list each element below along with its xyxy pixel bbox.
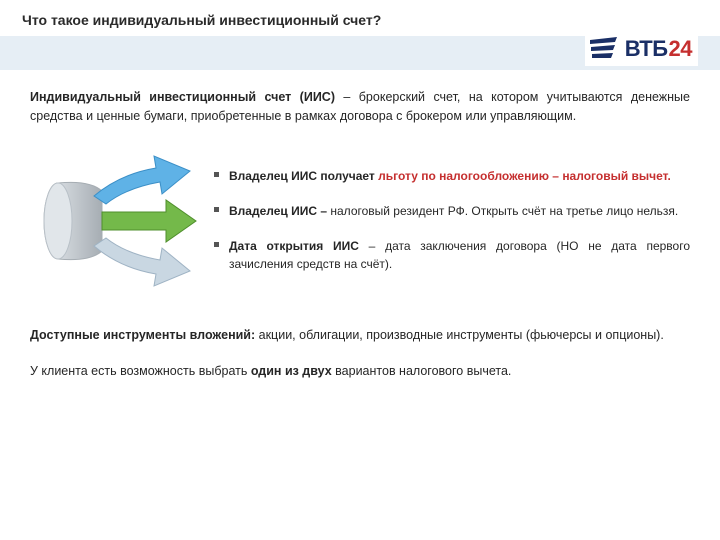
logo-text: ВТБ 24: [625, 36, 692, 62]
mid-section: Владелец ИИС получает льготу по налогооб…: [30, 146, 690, 296]
diverging-arrows-icon: [30, 146, 200, 296]
lower-section: Доступные инструменты вложений: акции, о…: [0, 326, 720, 382]
logo-text-24: 24: [669, 36, 692, 62]
bullet-item: Владелец ИИС получает льготу по налогооб…: [214, 167, 690, 186]
bullet-item: Дата открытия ИИС – дата заключения дого…: [214, 237, 690, 274]
bullet-text: Дата открытия ИИС – дата заключения дого…: [229, 237, 690, 274]
logo: ВТБ 24: [585, 32, 698, 66]
definition-paragraph: Индивидуальный инвестиционный счет (ИИС)…: [30, 88, 690, 126]
slide-title: Что такое индивидуальный инвестиционный …: [22, 12, 698, 28]
bullet-list: Владелец ИИС получает льготу по налогооб…: [214, 167, 690, 273]
bullet-marker-icon: [214, 172, 219, 177]
slide-header: Что такое индивидуальный инвестиционный …: [0, 0, 720, 36]
definition-term: Индивидуальный инвестиционный счет (ИИС): [30, 90, 335, 104]
closing-paragraph: У клиента есть возможность выбрать один …: [30, 362, 690, 381]
bullet-marker-icon: [214, 207, 219, 212]
header-band: ВТБ 24: [0, 36, 720, 70]
logo-text-vtb: ВТБ: [625, 36, 668, 62]
bullet-text: Владелец ИИС – налоговый резидент РФ. От…: [229, 202, 678, 221]
bullet-item: Владелец ИИС – налоговый резидент РФ. От…: [214, 202, 690, 221]
content-area: Индивидуальный инвестиционный счет (ИИС)…: [0, 70, 720, 296]
instruments-paragraph: Доступные инструменты вложений: акции, о…: [30, 326, 690, 345]
bullet-marker-icon: [214, 242, 219, 247]
bullet-text: Владелец ИИС получает льготу по налогооб…: [229, 167, 671, 186]
wing-icon: [589, 36, 619, 62]
